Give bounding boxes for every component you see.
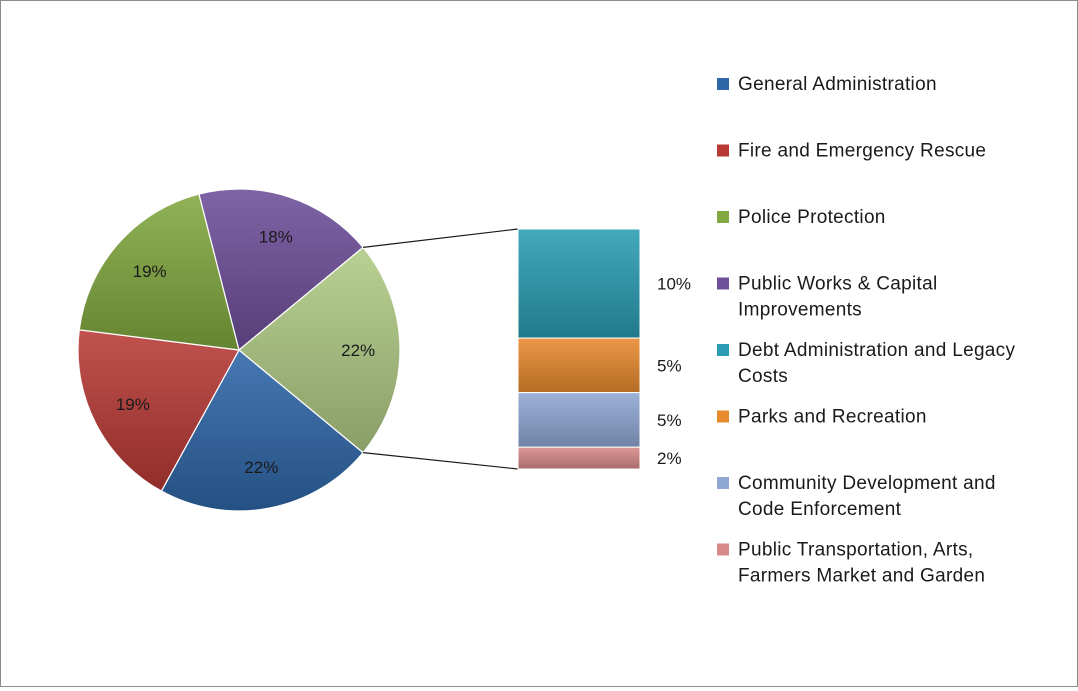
legend-swatch	[717, 277, 729, 290]
pie-slice	[238, 246, 401, 454]
pie-slice	[198, 188, 364, 352]
legend-entry: Parks and Recreation	[717, 407, 927, 428]
bar-segment-label: 5%	[657, 356, 682, 375]
legend-label: Fire and Emergency Rescue	[738, 141, 986, 162]
pie-slice-label: 18%	[259, 228, 293, 247]
legend-label: Police Protection	[738, 207, 886, 228]
legend-entry: Police Protection	[717, 207, 886, 228]
legend-entry: Public Transportation, Arts, Farmers Mark…	[717, 540, 985, 587]
pie-slice-label: 19%	[116, 395, 150, 414]
legend-entry: Fire and Emergency Rescue	[717, 141, 986, 162]
connector-lines	[362, 228, 519, 470]
legend-entry: Public Works & Capital Improvements	[717, 274, 938, 321]
legend-swatch	[717, 543, 729, 556]
bar-segment	[517, 228, 641, 339]
legend-label: Farmers Market and Garden	[738, 566, 985, 587]
legend: General Administration Fire and Emergency…	[717, 74, 1015, 587]
bar-segment	[517, 392, 641, 448]
legend-label: Costs	[738, 366, 788, 387]
legend-label: Community Development and	[738, 473, 996, 494]
secondary-bar: 10% 5% 5% 2%	[517, 228, 691, 470]
pie-slice	[77, 329, 240, 492]
legend-entry: Debt Administration and Legacy Costs	[717, 340, 1015, 387]
pie-slice	[78, 193, 240, 351]
legend-swatch	[717, 78, 729, 90]
bar-segment-label: 10%	[657, 275, 691, 294]
bar-segment	[517, 446, 641, 470]
bar-segment	[517, 337, 641, 394]
pie-slice	[160, 349, 364, 512]
legend-swatch	[717, 410, 729, 423]
legend-label: Public Transportation, Arts,	[738, 540, 973, 561]
legend-label: Code Enforcement	[738, 499, 902, 520]
legend-label: General Administration	[738, 74, 937, 95]
legend-swatch	[717, 211, 729, 223]
legend-label: Public Works & Capital	[738, 274, 938, 295]
legend-swatch	[717, 477, 729, 489]
legend-entry: Community Development and Code Enforcemen…	[717, 473, 996, 520]
pie-slice-label: 22%	[244, 458, 278, 477]
connector-line-bottom	[362, 452, 519, 470]
legend-swatch	[717, 144, 729, 157]
pie-slice-label: 19%	[133, 262, 167, 281]
legend-entry: General Administration	[717, 74, 937, 95]
bar-segment-label: 5%	[657, 411, 682, 430]
bar-segment-label: 2%	[657, 449, 682, 468]
pie: 22% 19% 19% 18% 22%	[77, 188, 401, 512]
legend-label: Debt Administration and Legacy	[738, 340, 1015, 361]
legend-label: Improvements	[738, 300, 862, 321]
legend-label: Parks and Recreation	[738, 407, 927, 428]
connector-line-top	[362, 228, 519, 248]
legend-swatch	[717, 344, 729, 356]
pie-slice-label: 22%	[341, 341, 375, 360]
